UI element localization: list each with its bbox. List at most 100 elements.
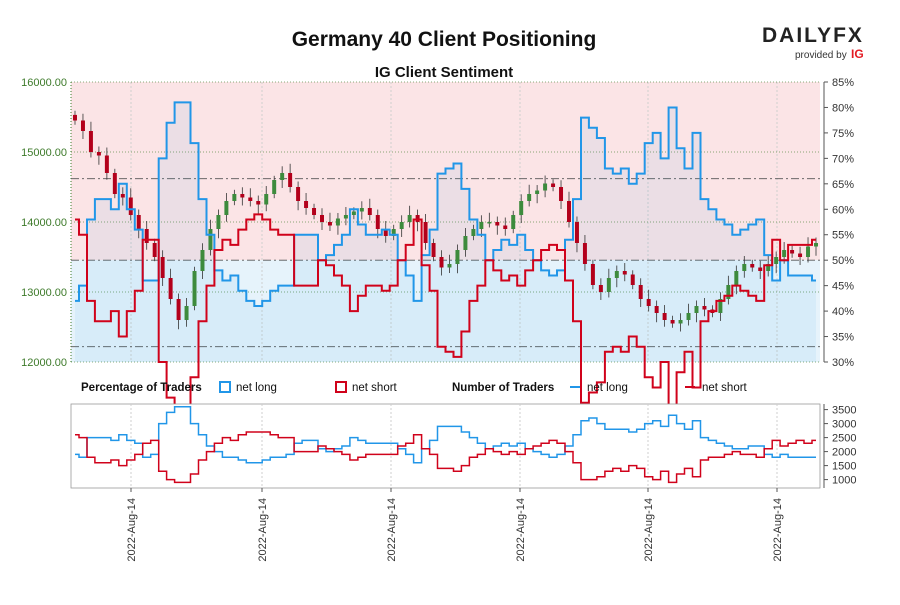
candle-body-91 xyxy=(798,253,803,257)
candle-body-34 xyxy=(343,215,348,219)
count-tick-label-3: 2000 xyxy=(832,447,856,459)
logo-provided-by: provided by xyxy=(795,50,847,61)
pct-tick-label-5: 60% xyxy=(832,204,854,216)
logo-wordmark: DAILYFX xyxy=(762,24,864,47)
candle-body-32 xyxy=(327,222,332,226)
legend-num-short-label: net short xyxy=(702,382,748,394)
candle-body-67 xyxy=(606,278,611,292)
candle-body-78 xyxy=(694,306,699,313)
candle-body-31 xyxy=(320,215,324,222)
candle-body-77 xyxy=(686,313,691,320)
pct-tick-label-3: 70% xyxy=(832,153,854,165)
count-tick-label-2: 2500 xyxy=(832,433,856,445)
candle-body-90 xyxy=(790,250,795,254)
candle-body-70 xyxy=(630,274,635,285)
price-panel: 16000.00 15000.00 14000.00 13000.00 12000.00… xyxy=(21,77,854,419)
candle-body-16 xyxy=(200,250,205,271)
pct-tick-label-6: 55% xyxy=(832,230,854,242)
candle-body-26 xyxy=(280,173,285,180)
candle-body-49 xyxy=(463,236,468,250)
candle-body-29 xyxy=(304,201,309,208)
net-short-pct-line xyxy=(75,213,816,419)
price-tick-label-3: 13000.00 xyxy=(21,287,67,299)
candle-body-88 xyxy=(774,257,779,264)
chart-subtitle: IG Client Sentiment xyxy=(375,64,513,81)
candle-body-24 xyxy=(264,194,269,205)
pct-tick-label-10: 35% xyxy=(832,332,854,344)
candle-body-59 xyxy=(543,183,548,191)
pct-tick-label-7: 50% xyxy=(832,255,854,267)
candle-body-50 xyxy=(471,229,476,236)
candle-body-81 xyxy=(718,299,723,313)
x-axis: 2022-Aug-14 2022-Aug-14 2022-Aug-14 2022-Au… xyxy=(126,488,784,562)
x-tick-label-5: 2022-Aug-14 xyxy=(772,498,784,562)
candle-body-79 xyxy=(702,306,707,310)
price-tick-label-0: 16000.00 xyxy=(21,77,67,89)
candle-body-61 xyxy=(559,187,564,201)
candle-body-17 xyxy=(208,229,213,250)
legend-pct-heading: Percentage of Traders xyxy=(81,382,202,394)
candle-body-46 xyxy=(439,257,444,268)
candle-body-33 xyxy=(335,218,340,226)
candle-body-35 xyxy=(351,211,356,215)
x-tick-label-3: 2022-Aug-14 xyxy=(515,498,527,562)
candle-body-1 xyxy=(80,120,85,131)
net-long-count-line xyxy=(75,406,816,464)
candles xyxy=(73,110,818,332)
candle-body-11 xyxy=(160,257,165,278)
dailyfx-logo: DAILYFX provided by IG xyxy=(762,24,864,61)
count-tick-label-4: 1500 xyxy=(832,461,856,473)
legend-pct-short-label: net short xyxy=(352,382,398,394)
candle-body-86 xyxy=(758,267,763,271)
candle-body-8 xyxy=(136,215,141,229)
candle-body-58 xyxy=(535,190,540,194)
count-tick-label-5: 1000 xyxy=(832,475,856,487)
candle-body-0 xyxy=(73,114,77,121)
candle-body-47 xyxy=(447,264,452,268)
candle-body-74 xyxy=(662,313,667,320)
x-tick-label-4: 2022-Aug-14 xyxy=(643,498,655,562)
lower-frame xyxy=(70,403,821,489)
legend-num-long-label: net long xyxy=(587,382,628,394)
candle-body-10 xyxy=(152,243,157,257)
candle-body-22 xyxy=(248,197,253,201)
candle-body-71 xyxy=(638,285,643,299)
candle-body-41 xyxy=(399,222,404,229)
candle-body-21 xyxy=(240,194,245,198)
candle-body-27 xyxy=(288,173,293,187)
candle-body-4 xyxy=(104,155,109,173)
candle-body-73 xyxy=(654,306,659,313)
candle-body-55 xyxy=(511,215,516,229)
candle-body-72 xyxy=(646,299,651,306)
candle-body-66 xyxy=(598,285,603,292)
candle-body-2 xyxy=(88,131,93,152)
candle-body-3 xyxy=(96,152,101,156)
candle-body-57 xyxy=(527,194,532,201)
candle-body-89 xyxy=(782,250,787,257)
price-tick-label-4: 12000.00 xyxy=(21,357,67,369)
price-tick-label-2: 14000.00 xyxy=(21,217,67,229)
candle-body-44 xyxy=(423,222,428,243)
candle-body-52 xyxy=(487,222,492,224)
candle-body-15 xyxy=(192,271,197,306)
candle-body-84 xyxy=(742,264,747,271)
x-tick-label-0: 2022-Aug-14 xyxy=(126,498,138,562)
legend: Percentage of Traders net long net short… xyxy=(81,381,748,394)
pct-tick-label-4: 65% xyxy=(832,179,854,191)
pct-tick-label-0: 85% xyxy=(832,77,854,89)
candle-body-63 xyxy=(574,222,579,243)
candle-body-23 xyxy=(256,201,261,205)
candle-body-51 xyxy=(479,222,484,229)
pct-tick-label-11: 30% xyxy=(832,357,854,369)
candle-body-20 xyxy=(232,194,237,201)
net-long-area xyxy=(75,102,816,363)
count-tick-label-0: 3500 xyxy=(832,405,856,417)
candle-body-38 xyxy=(375,215,380,229)
candle-body-69 xyxy=(622,271,627,275)
candle-body-60 xyxy=(551,183,556,187)
candle-body-65 xyxy=(590,264,595,285)
price-tick-label-1: 15000.00 xyxy=(21,147,67,159)
candle-body-18 xyxy=(216,215,221,229)
